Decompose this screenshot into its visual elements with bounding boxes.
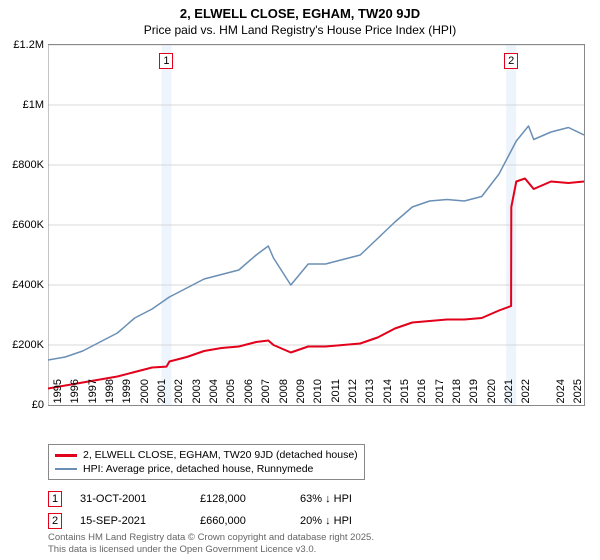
x-tick-label: 2021 [503,379,515,409]
x-tick-label: 2002 [173,379,185,409]
chart-container: 2, ELWELL CLOSE, EGHAM, TW20 9JD Price p… [0,0,600,560]
x-tick-label: 1995 [52,379,64,409]
sale-row: 1 31-OCT-2001£128,00063% ↓ HPI [48,488,420,510]
x-tick-label: 2016 [416,379,428,409]
footer-line1: Contains HM Land Registry data © Crown c… [48,532,374,544]
y-tick-label: £1M [0,99,44,111]
chart-title: 2, ELWELL CLOSE, EGHAM, TW20 9JD [0,0,600,21]
x-tick-label: 2007 [260,379,272,409]
chart-subtitle: Price paid vs. HM Land Registry's House … [0,21,600,37]
sale-row: 2 15-SEP-2021£660,00020% ↓ HPI [48,510,420,532]
x-tick-label: 2014 [382,379,394,409]
x-tick-label: 2022 [520,379,532,409]
legend: 2, ELWELL CLOSE, EGHAM, TW20 9JD (detach… [48,444,365,480]
legend-label: 2, ELWELL CLOSE, EGHAM, TW20 9JD (detach… [83,449,358,461]
x-tick-label: 1997 [87,379,99,409]
x-tick-label: 2015 [399,379,411,409]
x-tick-label: 2001 [156,379,168,409]
legend-item: HPI: Average price, detached house, Runn… [55,462,358,476]
footer-attribution: Contains HM Land Registry data © Crown c… [48,532,374,556]
y-tick-label: £0 [0,399,44,411]
x-tick-label: 2020 [486,379,498,409]
sale-row-marker: 1 [48,491,62,507]
x-tick-label: 2004 [208,379,220,409]
chart-plot-area: £0£200K£400K£600K£800K£1M£1.2M1995199619… [48,44,585,406]
sale-date: 15-SEP-2021 [80,515,200,527]
legend-swatch [55,468,77,470]
y-tick-label: £600K [0,219,44,231]
sale-pct: 20% ↓ HPI [300,515,420,527]
legend-item: 2, ELWELL CLOSE, EGHAM, TW20 9JD (detach… [55,448,358,462]
x-tick-label: 2012 [347,379,359,409]
x-tick-label: 1996 [69,379,81,409]
sale-marker-1: 1 [159,53,173,69]
y-tick-label: £1.2M [0,39,44,51]
legend-label: HPI: Average price, detached house, Runn… [83,463,313,475]
x-tick-label: 2008 [278,379,290,409]
x-tick-label: 2009 [295,379,307,409]
chart-svg [48,45,584,405]
sale-price: £128,000 [200,493,300,505]
sale-row-marker: 2 [48,513,62,529]
x-tick-label: 2000 [139,379,151,409]
x-tick-label: 2017 [434,379,446,409]
x-tick-label: 2019 [468,379,480,409]
x-tick-label: 2025 [572,379,584,409]
x-tick-label: 2011 [330,379,342,409]
sale-price: £660,000 [200,515,300,527]
sale-pct: 63% ↓ HPI [300,493,420,505]
x-tick-label: 2013 [364,379,376,409]
footer-line2: This data is licensed under the Open Gov… [48,544,374,556]
x-tick-label: 2018 [451,379,463,409]
y-tick-label: £200K [0,339,44,351]
sale-date: 31-OCT-2001 [80,493,200,505]
x-tick-label: 1999 [121,379,133,409]
sale-marker-2: 2 [504,53,518,69]
x-tick-label: 1998 [104,379,116,409]
x-tick-label: 2003 [191,379,203,409]
y-tick-label: £400K [0,279,44,291]
x-tick-label: 2024 [555,379,567,409]
x-tick-label: 2010 [312,379,324,409]
y-tick-label: £800K [0,159,44,171]
legend-swatch [55,454,77,457]
x-tick-label: 2005 [225,379,237,409]
x-tick-label: 2006 [243,379,255,409]
sales-table: 1 31-OCT-2001£128,00063% ↓ HPI 2 15-SEP-202… [48,488,420,532]
